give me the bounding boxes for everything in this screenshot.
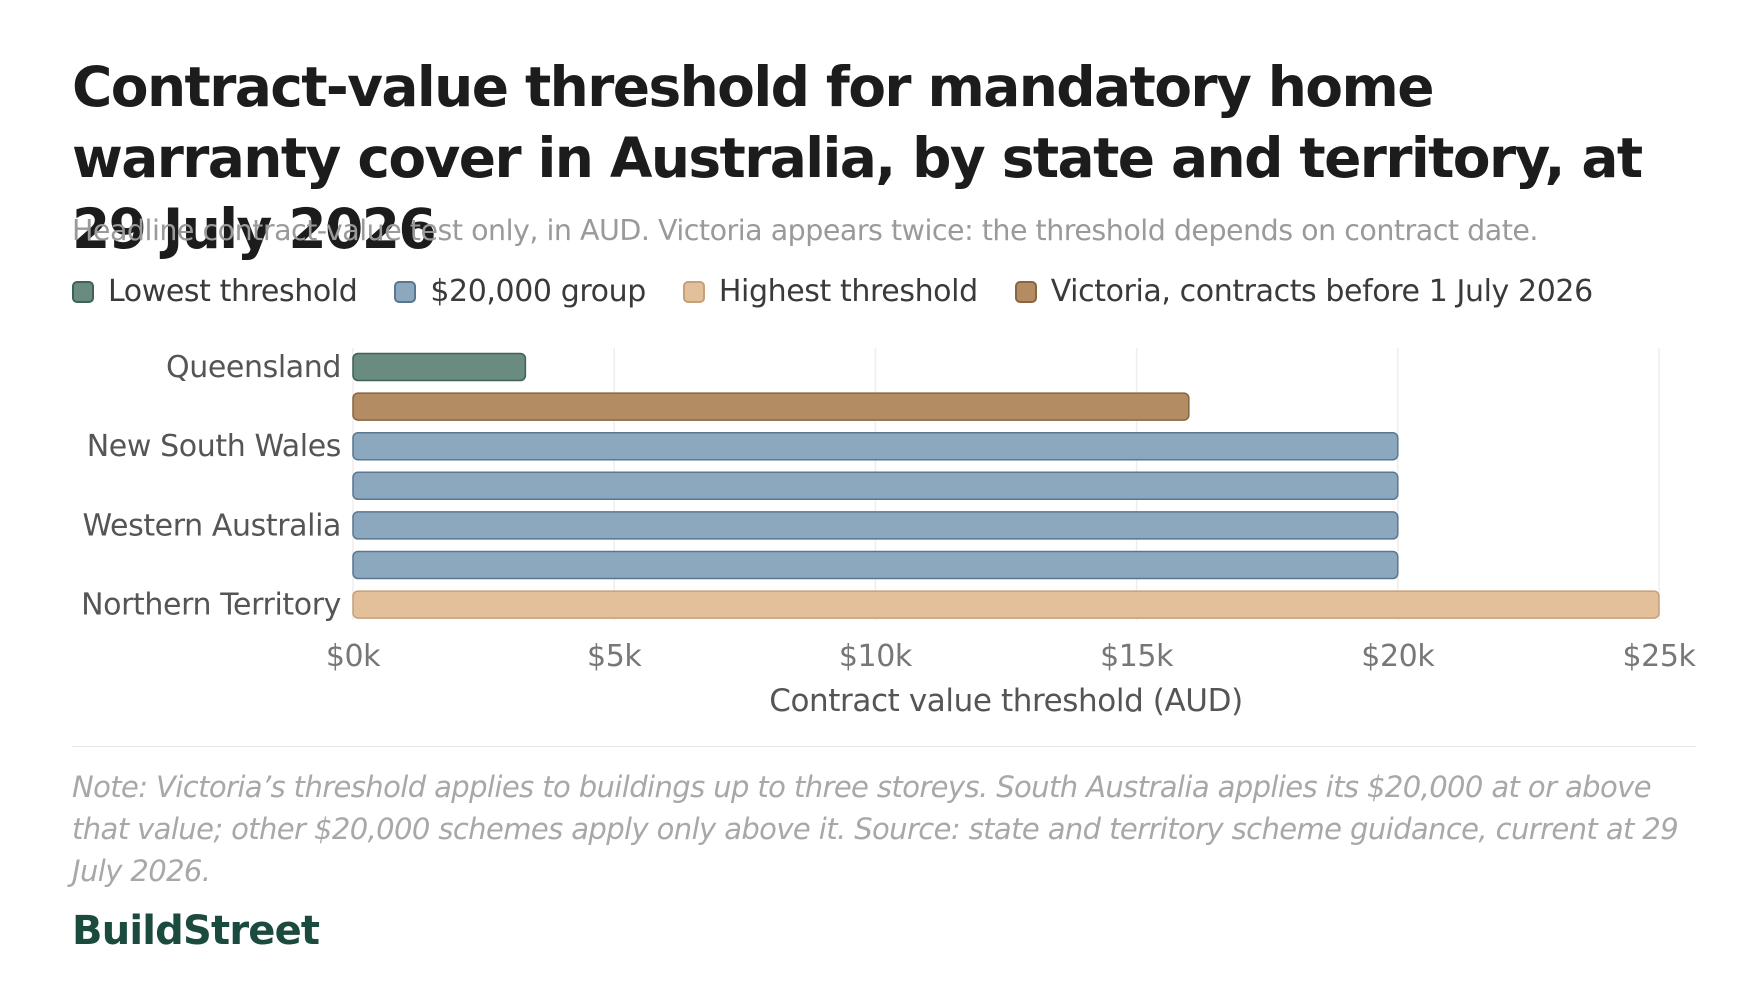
bar (352, 550, 1399, 580)
x-tick-label: $25k (1622, 639, 1696, 674)
x-tick-label: $15k (1100, 639, 1174, 674)
x-tick-label: $10k (839, 639, 913, 674)
chart-subtitle: Headline contract-value test only, in AU… (72, 214, 1538, 247)
x-tick-label: $20k (1361, 639, 1435, 674)
category-label: Northern Territory (81, 588, 341, 623)
bar (352, 471, 1399, 501)
legend-label: Highest threshold (718, 274, 978, 309)
bar (352, 590, 1660, 619)
legend-label: Lowest threshold (108, 274, 358, 309)
footnote: Note: Victoria’s threshold applies to bu… (72, 770, 1679, 888)
chart-legend: Lowest threshold $20,000 group Highest thr… (72, 274, 1630, 309)
x-tick-label: $0k (326, 639, 381, 674)
bar (352, 352, 527, 382)
legend-swatch (1014, 280, 1037, 303)
bar (352, 392, 1190, 421)
category-label: Queensland (166, 350, 341, 385)
legend-item: Victoria, contracts before 1 July 2026 (1014, 274, 1593, 309)
x-axis-title: Contract value threshold (AUD) (769, 683, 1243, 719)
legend-swatch (682, 280, 705, 303)
chart-title: Contract-value threshold for mandatory h… (72, 55, 1643, 261)
category-label: New South Wales (87, 429, 341, 464)
bar (352, 431, 1399, 461)
category-label: Western Australia (83, 508, 341, 543)
legend-swatch (394, 280, 417, 303)
legend-label: $20,000 group (430, 274, 646, 309)
legend-item: $20,000 group (394, 274, 646, 309)
brand-logo: BuildStreet (72, 908, 320, 954)
legend-item: Highest threshold (682, 274, 978, 309)
legend-swatch (72, 280, 94, 303)
bar-chart: Queensland New South Wales Western Austral… (81, 348, 1697, 719)
legend-item: Lowest threshold (72, 274, 358, 309)
x-tick-label: $5k (587, 639, 642, 674)
legend-label: Victoria, contracts before 1 July 2026 (1050, 274, 1593, 309)
bar (352, 511, 1399, 540)
divider (72, 746, 1696, 747)
